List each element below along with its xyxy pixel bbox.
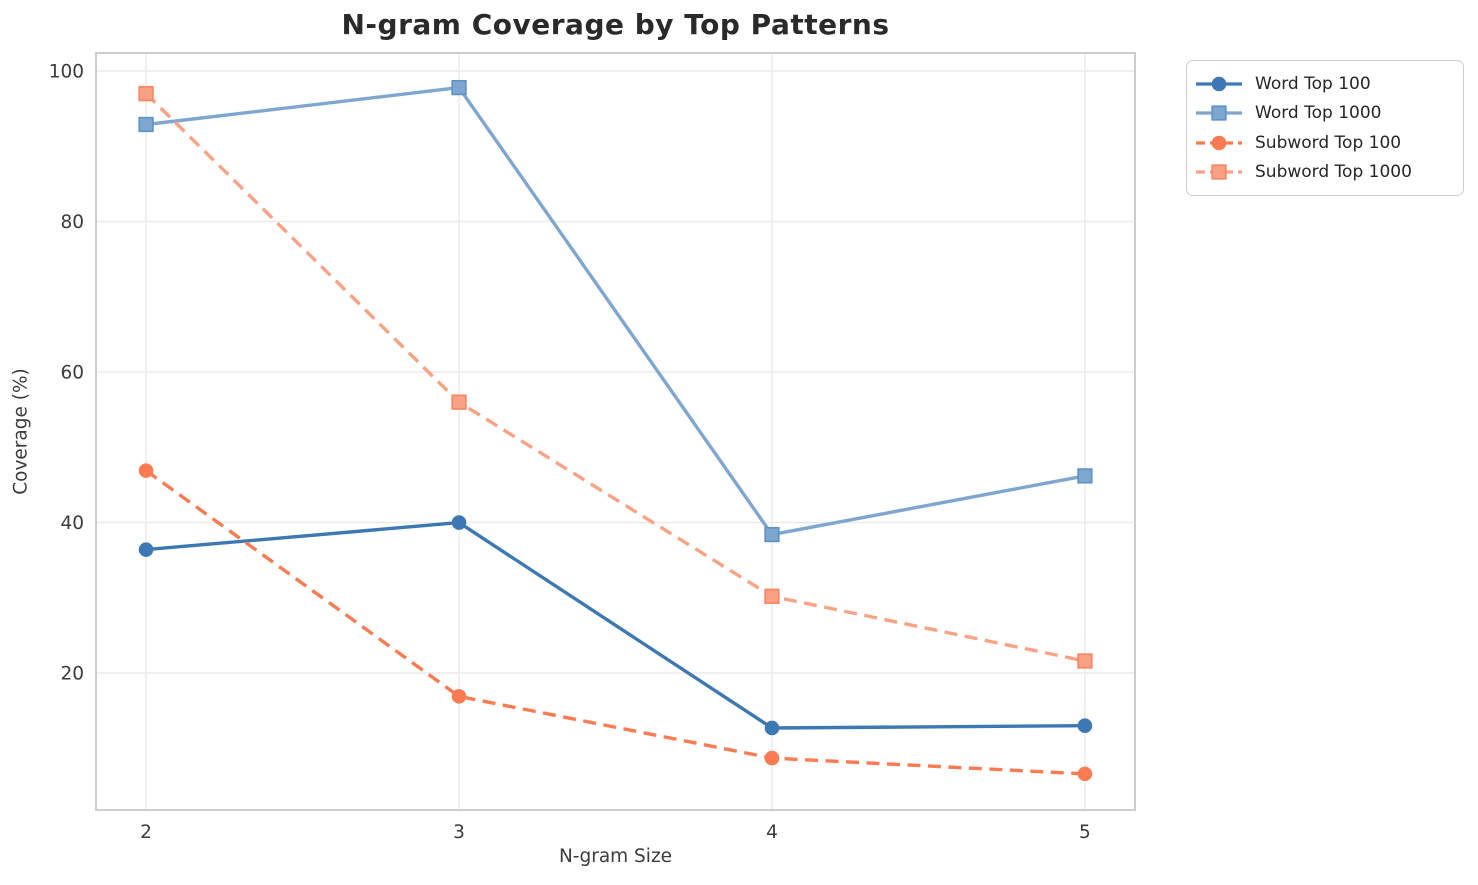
legend-line-square-swatch [1196, 164, 1242, 180]
legend-line-circle-swatch [1196, 76, 1242, 92]
data-point-marker [1077, 766, 1093, 782]
data-point-marker [451, 79, 467, 96]
data-point-marker [764, 750, 780, 766]
data-point-marker [764, 720, 780, 736]
x-tick-label: 4 [766, 822, 778, 843]
data-point-marker [451, 394, 467, 410]
data-point-marker [138, 85, 154, 102]
data-point-marker [138, 542, 154, 557]
data-point-marker [1077, 468, 1093, 484]
legend-item: Word Top 100 [1195, 69, 1453, 99]
data-point-marker [451, 689, 467, 704]
legend-item-label: Word Top 1000 [1255, 103, 1382, 124]
data-point-marker [1077, 718, 1093, 734]
y-tick-label: 100 [49, 62, 84, 83]
legend-line-circle-swatch [1196, 135, 1242, 151]
legend-item: Subword Top 100 [1195, 128, 1453, 158]
x-tick-label: 3 [453, 822, 465, 843]
x-axis-label: N-gram Size [558, 846, 673, 867]
data-point-marker [764, 588, 780, 604]
data-point-marker [1077, 653, 1093, 669]
legend-item-label: Subword Top 1000 [1255, 162, 1412, 183]
legend: Word Top 100 Word Top 1000 Subword Top 100… [1186, 60, 1464, 196]
legend-item-label: Subword Top 100 [1255, 132, 1402, 153]
y-tick-label: 60 [60, 363, 84, 384]
data-point-marker [138, 463, 154, 478]
data-point-marker [764, 526, 780, 543]
y-tick-label: 80 [60, 212, 84, 233]
x-tick-label: 2 [140, 822, 152, 843]
y-tick-label: 20 [60, 664, 84, 685]
series-line [145, 85, 1086, 537]
legend-item: Word Top 1000 [1195, 99, 1453, 129]
y-tick-label: 40 [60, 513, 84, 534]
legend-item-label: Word Top 100 [1255, 73, 1371, 94]
chart-title: N-gram Coverage by Top Patterns [341, 8, 890, 41]
data-point-marker [451, 515, 467, 530]
data-point-marker [138, 116, 154, 133]
series-line [145, 520, 1085, 730]
y-axis-label: Coverage (%) [10, 368, 32, 495]
legend-item: Subword Top 1000 [1195, 158, 1453, 188]
series-line [144, 92, 1086, 663]
series-line [145, 469, 1085, 776]
x-tick-label: 5 [1079, 822, 1091, 843]
legend-line-square-swatch [1196, 105, 1242, 121]
plot-border [95, 52, 1136, 811]
